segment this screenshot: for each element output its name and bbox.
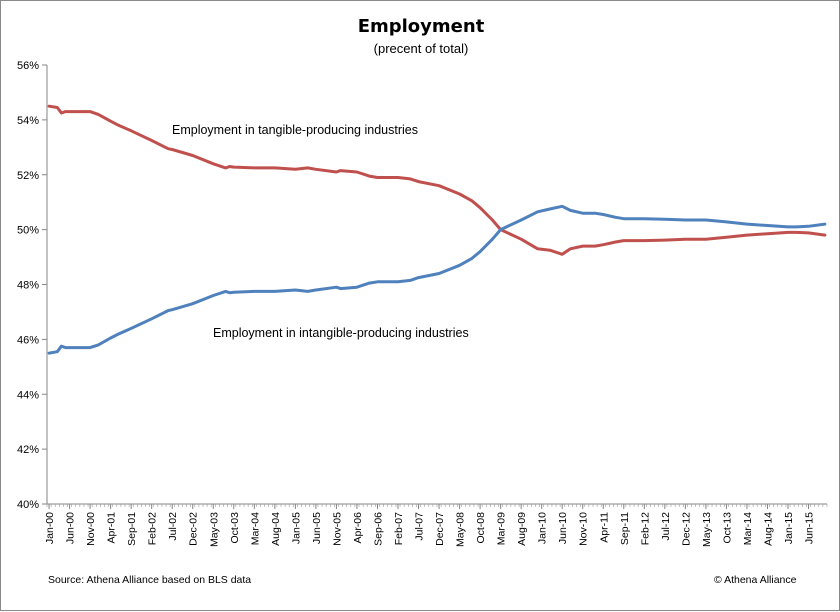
y-tick-label: 54% <box>17 115 39 127</box>
x-tick-label: Jun-15 <box>804 512 816 544</box>
series-line-tangible <box>47 104 827 256</box>
x-tick-label: Apr-06 <box>352 512 364 544</box>
annotation-intangible: Employment in intangible-producing indus… <box>213 326 469 340</box>
x-tick-label: Aug-09 <box>516 512 528 546</box>
y-tick-label: 46% <box>17 334 39 346</box>
x-tick-label: Mar-09 <box>496 512 508 545</box>
y-tick-label: 56% <box>17 60 39 72</box>
source-note: Source: Athena Alliance based on BLS dat… <box>48 574 251 586</box>
x-tick-label: Jul-12 <box>660 512 672 541</box>
series-layer <box>47 104 827 355</box>
x-tick-label: Oct-03 <box>229 512 241 544</box>
x-tick-label: Nov-10 <box>578 512 590 546</box>
x-tick-label: Sep-06 <box>372 512 384 546</box>
x-tick-label: Jan-05 <box>290 512 302 544</box>
x-tick-label: Jan-15 <box>783 512 795 544</box>
x-tick-label: Apr-01 <box>106 512 118 544</box>
series-line-intangible <box>47 204 827 355</box>
x-tick-label: Feb-07 <box>393 512 405 545</box>
y-tick-label: 52% <box>17 170 39 182</box>
x-tick-label: May-08 <box>455 512 467 547</box>
y-tick-label: 42% <box>17 444 39 456</box>
x-tick-label: Nov-05 <box>331 512 343 546</box>
x-tick-label: Jul-02 <box>167 512 179 541</box>
annotation-tangible: Employment in tangible-producing industr… <box>172 123 418 137</box>
x-tick-label: Jan-00 <box>44 512 56 544</box>
x-tick-label: Apr-11 <box>598 512 610 543</box>
x-tick-label: Jun-05 <box>311 512 323 544</box>
x-tick-label: Aug-04 <box>270 512 282 546</box>
x-tick-label: Oct-08 <box>475 512 487 544</box>
x-tick-label: May-03 <box>208 512 220 547</box>
x-tick-label: May-13 <box>701 512 713 547</box>
x-tick-label: Nov-00 <box>85 512 97 546</box>
x-tick-label: Aug-14 <box>762 512 774 546</box>
x-tick-label: Dec-02 <box>188 512 200 546</box>
x-tick-label: Feb-12 <box>639 512 651 545</box>
x-tick-label: Dec-07 <box>434 512 446 546</box>
credit-note: © Athena Alliance <box>714 574 797 586</box>
y-tick-label: 50% <box>17 225 39 237</box>
chart-title: Employment <box>358 16 485 37</box>
x-tick-label: Jun-10 <box>557 512 569 544</box>
y-tick-label: 40% <box>17 499 39 511</box>
x-tick-label: Dec-12 <box>680 512 692 546</box>
x-tick-label: Feb-02 <box>147 512 159 545</box>
x-axis: Jan-00 Jun-00 Nov-00 Apr-01 Sep-01 Feb-02 Jul-… <box>44 503 828 547</box>
x-tick-label: Jul-07 <box>414 512 426 541</box>
x-tick-label: Oct-13 <box>721 512 733 544</box>
x-tick-label: Jun-00 <box>65 512 77 544</box>
x-tick-label: Mar-14 <box>742 512 754 545</box>
x-tick-label: Mar-04 <box>249 512 261 545</box>
y-axis: 40% 42% 44% 46% 48% 50% 52% 54% 56% <box>17 60 48 511</box>
x-tick-label: Sep-01 <box>126 512 138 546</box>
y-tick-label: 44% <box>17 389 39 401</box>
x-tick-label: Jan-10 <box>537 512 549 544</box>
x-tick-label: Sep-11 <box>619 512 631 545</box>
y-tick-label: 48% <box>17 280 39 292</box>
chart-subtitle: (precent of total) <box>374 41 469 56</box>
